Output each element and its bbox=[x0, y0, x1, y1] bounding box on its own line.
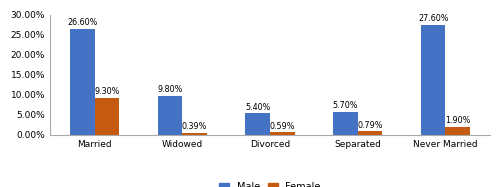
Text: 26.60%: 26.60% bbox=[67, 18, 98, 27]
Bar bbox=[358, 131, 382, 135]
Bar bbox=[158, 96, 182, 135]
Bar bbox=[270, 132, 294, 135]
Text: 0.39%: 0.39% bbox=[182, 122, 207, 131]
Legend: Male, Female: Male, Female bbox=[220, 182, 320, 187]
Bar bbox=[70, 29, 94, 135]
Bar bbox=[421, 24, 446, 135]
Text: 9.80%: 9.80% bbox=[158, 85, 182, 94]
Bar bbox=[182, 133, 207, 135]
Text: 5.40%: 5.40% bbox=[245, 102, 270, 111]
Text: 0.59%: 0.59% bbox=[270, 122, 295, 131]
Text: 9.30%: 9.30% bbox=[94, 87, 120, 96]
Bar bbox=[333, 112, 357, 135]
Text: 0.79%: 0.79% bbox=[358, 121, 383, 130]
Bar bbox=[446, 127, 470, 135]
Text: 5.70%: 5.70% bbox=[332, 101, 358, 110]
Text: 27.60%: 27.60% bbox=[418, 14, 448, 23]
Text: 1.90%: 1.90% bbox=[445, 117, 470, 125]
Bar bbox=[94, 98, 119, 135]
Bar bbox=[246, 113, 270, 135]
